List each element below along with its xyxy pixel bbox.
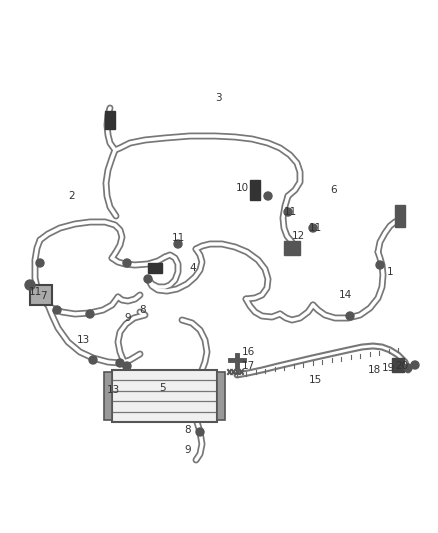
Text: 4: 4 [190,263,196,273]
Bar [112,370,217,422]
Circle shape [25,280,35,290]
Circle shape [174,240,182,248]
Text: 18: 18 [367,365,381,375]
Circle shape [123,362,131,370]
Text: 11: 11 [28,287,42,297]
Bar [250,180,260,200]
Text: 16: 16 [241,347,254,357]
Circle shape [123,259,131,267]
Text: 2: 2 [69,191,75,201]
Text: 11: 11 [308,223,321,233]
Text: 6: 6 [331,185,337,195]
Text: 9: 9 [185,445,191,455]
Circle shape [411,361,419,369]
Circle shape [264,192,272,200]
Bar [104,372,112,420]
Text: 13: 13 [106,385,120,395]
Text: 19: 19 [381,363,395,373]
Circle shape [89,356,97,364]
Text: 8: 8 [185,425,191,435]
Text: 12: 12 [291,231,304,241]
Text: 10: 10 [236,183,248,193]
Circle shape [309,224,317,232]
Text: 14: 14 [339,290,352,300]
Text: 5: 5 [160,383,166,393]
Text: 8: 8 [140,305,146,315]
Bar [284,241,300,255]
Circle shape [86,310,94,318]
Text: 13: 13 [76,335,90,345]
Circle shape [144,275,152,283]
Text: 17: 17 [241,361,254,371]
Circle shape [346,312,354,320]
Text: 1: 1 [387,267,393,277]
Text: 15: 15 [308,375,321,385]
Bar [395,205,405,227]
Circle shape [376,261,384,269]
Bar [30,285,52,305]
Text: 7: 7 [40,291,46,301]
Circle shape [116,359,124,367]
Circle shape [284,208,292,216]
Text: 3: 3 [215,93,221,103]
Text: 9: 9 [125,313,131,323]
Circle shape [53,306,61,314]
Circle shape [196,428,204,436]
Bar [105,111,115,129]
Text: 11: 11 [171,233,185,243]
Bar [148,263,162,273]
Circle shape [404,364,412,372]
Text: 20: 20 [396,361,409,371]
Bar [217,372,225,420]
Bar [392,358,404,372]
Text: 11: 11 [283,207,297,217]
Circle shape [36,259,44,267]
